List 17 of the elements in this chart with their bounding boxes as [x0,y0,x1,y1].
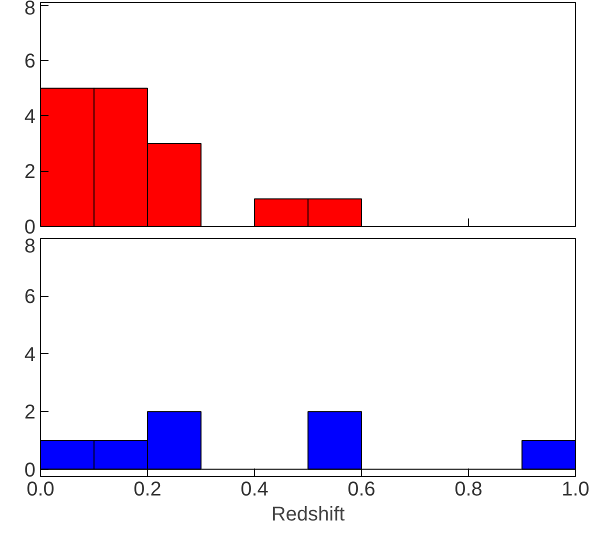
y-tick-label: 0 [24,216,36,238]
x-tick-label: 0.0 [26,478,54,500]
x-axis-title: Redshift [271,504,346,526]
y-tick-label: 2 [24,402,36,424]
y-tick-label: 2 [24,161,36,184]
x-tick-label: 0.6 [348,478,376,500]
y-tick-label: 0 [24,459,36,482]
x-tick-label: 0.8 [454,478,482,500]
y-tick-label: 4 [24,344,36,366]
y-tick-label: 6 [24,50,36,73]
x-tick-label: 0.4 [240,478,268,500]
x-tick-label: 1.0 [562,478,590,500]
y-tick-label: 8 [24,236,36,258]
y-tick-label: 8 [24,0,36,20]
y-tick-label: 6 [24,286,36,308]
y-tick-label: 4 [24,106,36,128]
x-tick-label: 0.2 [134,478,162,500]
